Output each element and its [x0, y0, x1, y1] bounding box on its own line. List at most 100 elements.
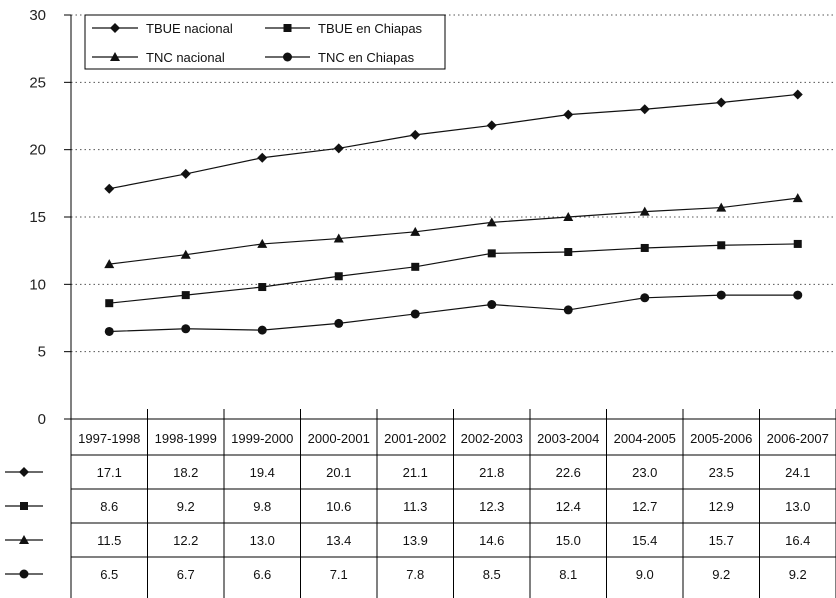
table-value-cell: 11.3 — [403, 499, 427, 514]
table-value-cell: 8.6 — [100, 499, 118, 514]
table-value-cell: 24.1 — [785, 465, 810, 480]
data-point — [104, 183, 115, 194]
table-value-cell: 21.8 — [479, 465, 504, 480]
table-value-cell: 12.9 — [709, 499, 734, 514]
legend-label: TBUE nacional — [146, 21, 233, 36]
x-category-label: 2001-2002 — [384, 431, 446, 446]
data-point — [640, 243, 649, 252]
data-point — [333, 143, 344, 154]
data-point — [181, 324, 191, 334]
data-point — [716, 202, 727, 212]
y-tick-label: 10 — [29, 276, 46, 293]
data-point — [410, 129, 421, 140]
legend-marker — [110, 52, 120, 61]
table-value-cell: 13.0 — [250, 533, 275, 548]
table-value-cell: 13.9 — [403, 533, 428, 548]
x-category-label: 2000-2001 — [308, 431, 370, 446]
data-point — [639, 206, 650, 216]
x-category-label: 1997-1998 — [78, 431, 140, 446]
table-value-cell: 19.4 — [250, 465, 275, 480]
data-point — [486, 217, 497, 227]
data-point — [105, 299, 114, 308]
data-point — [563, 109, 574, 120]
table-value-cell: 11.5 — [97, 533, 121, 548]
table-value-cell: 14.6 — [479, 533, 504, 548]
data-point — [563, 212, 574, 221]
table-value-cell: 21.1 — [403, 465, 428, 480]
data-point — [792, 89, 803, 100]
legend-box — [84, 14, 446, 70]
data-point — [487, 300, 497, 310]
y-tick-label: 25 — [29, 74, 46, 91]
y-tick-label: 15 — [29, 209, 46, 226]
legend-marker — [110, 23, 120, 33]
table-value-cell: 23.5 — [709, 465, 734, 480]
data-point — [411, 262, 420, 271]
data-point — [334, 318, 344, 328]
x-category-label: 2004-2005 — [614, 431, 676, 446]
data-point — [716, 290, 726, 300]
legend-marker — [283, 52, 292, 62]
table-value-cell: 23.0 — [632, 465, 657, 480]
x-category-label: 2002-2003 — [461, 431, 523, 446]
series-line — [109, 294, 798, 333]
table-value-cell: 6.5 — [100, 567, 118, 582]
data-point — [487, 249, 496, 258]
y-tick-label: 30 — [29, 7, 46, 24]
data-point — [639, 104, 650, 115]
data-point — [334, 272, 343, 281]
table-value-cell: 9.2 — [177, 499, 195, 514]
table-value-cell: 12.3 — [479, 499, 504, 514]
series-line — [109, 197, 798, 265]
row-key-marker — [20, 502, 28, 510]
table-value-cell: 12.2 — [173, 533, 198, 548]
data-point — [410, 309, 420, 319]
data-point — [104, 326, 114, 336]
x-category-label: 2006-2007 — [767, 431, 829, 446]
table-value-cell: 15.4 — [632, 533, 657, 548]
series-line — [109, 93, 798, 190]
data-point — [793, 239, 802, 248]
row-key-marker — [19, 569, 29, 579]
table-value-cell: 13.4 — [326, 533, 351, 548]
data-point — [640, 293, 650, 303]
table-value-cell: 12.4 — [556, 499, 581, 514]
table-value-cell: 9.8 — [253, 499, 271, 514]
data-point — [564, 248, 573, 257]
table-value-cell: 6.7 — [177, 567, 195, 582]
data-point — [716, 97, 727, 108]
x-category-label: 2005-2006 — [690, 431, 752, 446]
data-point — [486, 120, 497, 131]
data-point — [257, 238, 268, 248]
data-point — [793, 290, 803, 300]
table-value-cell: 8.1 — [559, 567, 577, 582]
x-category-label: 2003-2004 — [537, 431, 599, 446]
data-point — [563, 305, 573, 315]
table-value-cell: 7.1 — [330, 567, 348, 582]
table-value-cell: 17.1 — [97, 465, 122, 480]
y-tick-label: 5 — [38, 344, 46, 361]
data-point — [258, 283, 267, 292]
legend-label: TBUE en Chiapas — [318, 21, 423, 36]
legend-label: TNC en Chiapas — [318, 50, 415, 65]
row-key-marker — [19, 467, 29, 477]
data-point — [717, 241, 726, 250]
data-point — [257, 325, 267, 335]
legend-marker — [283, 24, 292, 32]
table-value-cell: 18.2 — [173, 465, 198, 480]
table-value-cell: 8.5 — [483, 567, 501, 582]
data-point — [257, 152, 268, 163]
x-category-label: 1999-2000 — [231, 431, 293, 446]
table-value-cell: 9.2 — [789, 567, 807, 582]
x-category-label: 1998-1999 — [155, 431, 217, 446]
y-tick-label: 0 — [38, 411, 46, 428]
table-value-cell: 16.4 — [785, 533, 810, 548]
table-value-cell: 9.0 — [636, 567, 654, 582]
table-value-cell: 6.6 — [253, 567, 271, 582]
legend-label: TNC nacional — [146, 50, 225, 65]
data-point — [180, 249, 191, 259]
table-value-cell: 22.6 — [556, 465, 581, 480]
table-value-cell: 15.7 — [709, 533, 734, 548]
